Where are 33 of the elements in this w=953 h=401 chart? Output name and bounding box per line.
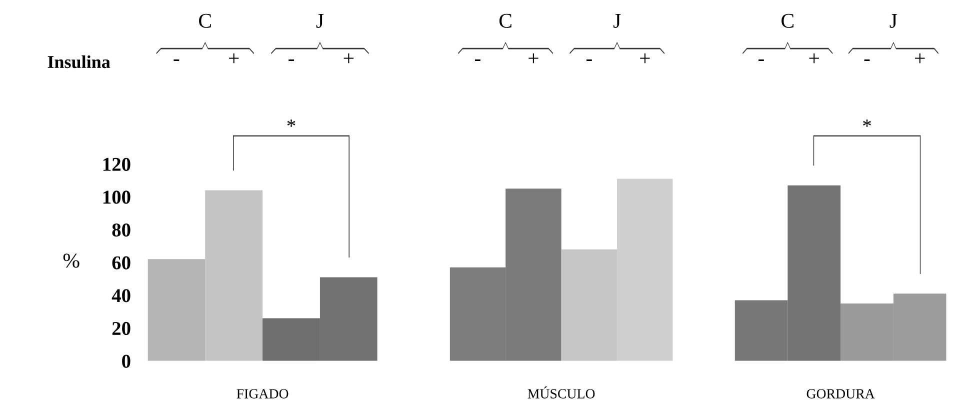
x-tick-label: - [174,59,180,61]
text: * [863,120,871,127]
x-tick-label: - [586,59,592,61]
y-tick-label: 80 [112,223,130,237]
text: * [287,120,296,127]
x-tick-label: + [229,53,239,64]
text: J [890,14,898,28]
x-tick-label: - [864,59,870,61]
text: C [782,14,794,28]
x-axis-title: GORDURA [806,389,875,398]
text: C [199,14,211,28]
text: Insulina [48,55,110,68]
y-tick-label: 20 [112,322,130,336]
text: C [499,14,512,28]
x-tick-label: + [528,53,538,64]
x-axis-title: MÚSCULO [528,386,595,398]
x-tick-label: - [288,59,294,61]
bar [148,259,206,361]
x-tick-label: + [344,53,354,64]
x-tick-label: + [640,53,650,64]
y-tick-label: 100 [103,190,130,204]
x-axis-title: FIGADO [236,389,288,398]
text: J [613,14,621,28]
y-tick-label: 120 [103,158,130,171]
x-tick-label: - [758,59,764,61]
x-tick-label: + [809,53,819,64]
y-axis-title: % [63,254,80,268]
y-tick-label: 0 [122,354,130,368]
y-tick-label: 40 [112,289,130,302]
text: J [316,14,324,28]
x-tick-label: - [475,59,480,61]
y-tick-label: 60 [112,256,130,270]
x-tick-label: + [915,53,925,64]
